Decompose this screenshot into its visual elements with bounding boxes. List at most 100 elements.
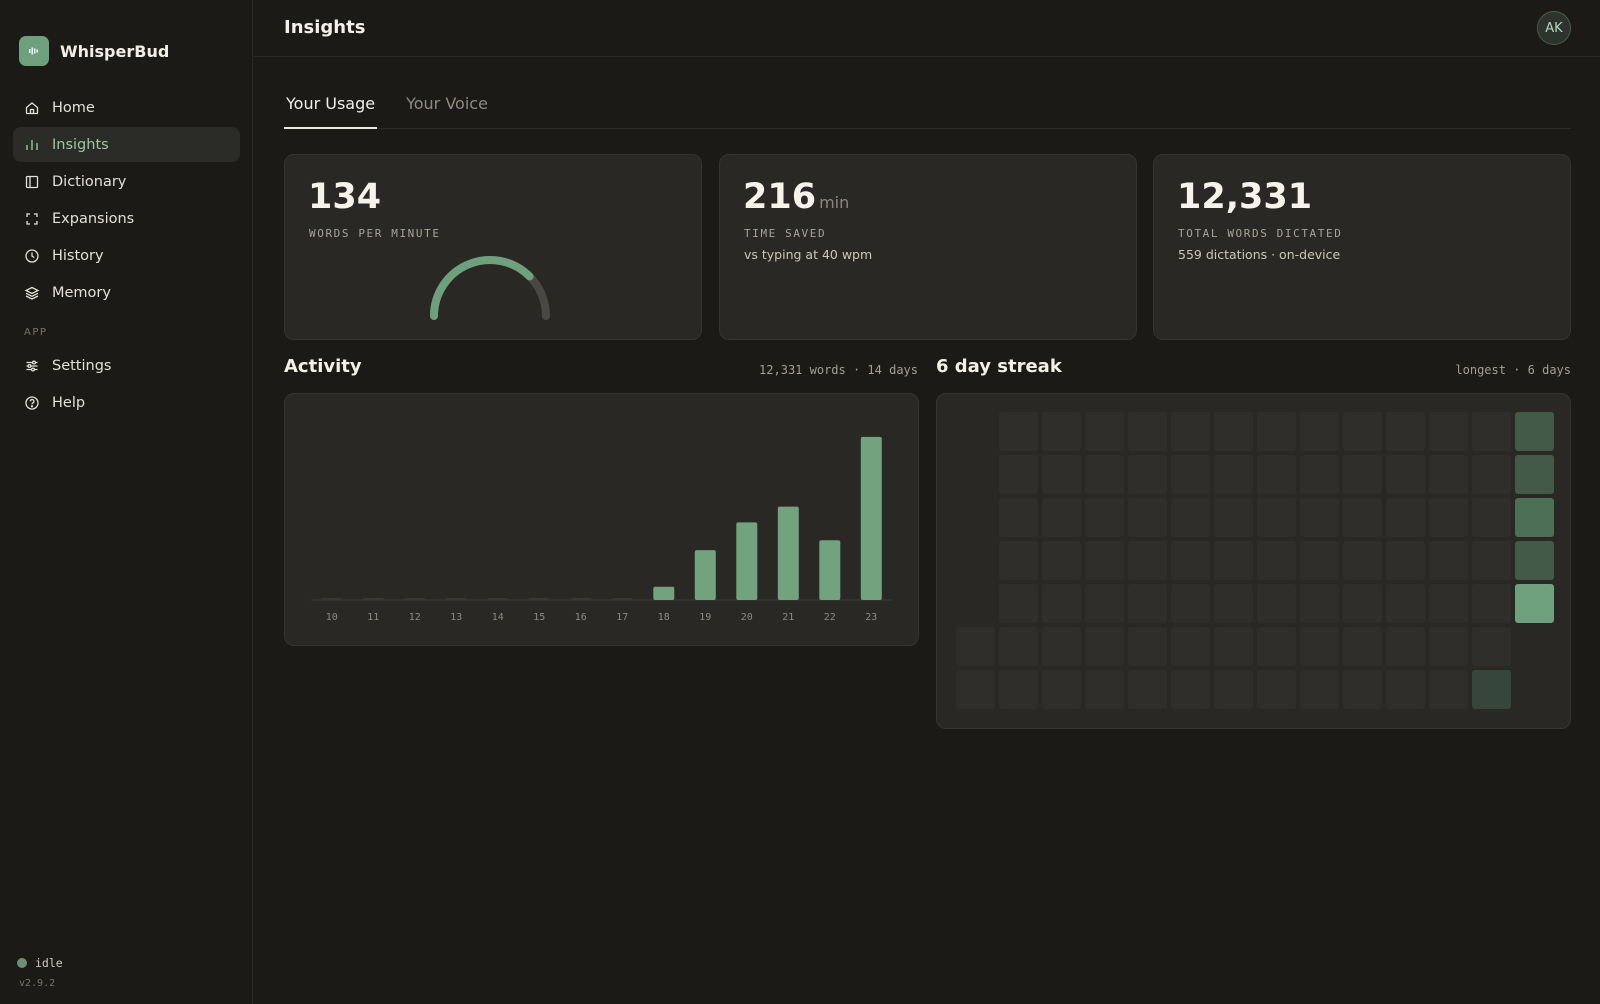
heatmap-cell[interactable]	[1085, 498, 1124, 537]
avatar[interactable]: AK	[1537, 11, 1571, 45]
tab-your-voice[interactable]: Your Voice	[406, 94, 488, 113]
heatmap-cell[interactable]	[1300, 412, 1339, 451]
heatmap-cell[interactable]	[1085, 412, 1124, 451]
heatmap-cell[interactable]	[1214, 541, 1253, 580]
heatmap-cell[interactable]	[1042, 498, 1081, 537]
heatmap-cell[interactable]	[1429, 670, 1468, 709]
heatmap-cell[interactable]	[999, 412, 1038, 451]
heatmap-cell[interactable]	[999, 670, 1038, 709]
heatmap-cell[interactable]	[999, 498, 1038, 537]
heatmap-cell[interactable]	[1386, 498, 1425, 537]
activity-bar[interactable]	[694, 550, 716, 600]
heatmap-cell[interactable]	[1128, 670, 1167, 709]
heatmap-cell[interactable]	[1128, 455, 1167, 494]
heatmap-cell[interactable]	[1386, 455, 1425, 494]
heatmap-cell[interactable]	[1214, 498, 1253, 537]
heatmap-cell[interactable]	[1171, 670, 1210, 709]
heatmap-cell[interactable]	[1085, 670, 1124, 709]
heatmap-cell[interactable]	[1472, 541, 1511, 580]
heatmap-cell[interactable]	[1386, 670, 1425, 709]
heatmap-cell[interactable]	[1343, 670, 1382, 709]
activity-bar[interactable]	[528, 598, 550, 600]
heatmap-cell[interactable]	[1343, 498, 1382, 537]
heatmap-cell[interactable]	[1214, 627, 1253, 666]
heatmap-cell[interactable]	[1515, 412, 1554, 451]
heatmap-cell[interactable]	[999, 627, 1038, 666]
heatmap-cell[interactable]	[1128, 584, 1167, 623]
heatmap-cell[interactable]	[1472, 455, 1511, 494]
sidebar-item-help[interactable]: Help	[13, 385, 240, 420]
heatmap-cell[interactable]	[1429, 627, 1468, 666]
heatmap-cell[interactable]	[1429, 584, 1468, 623]
heatmap-cell[interactable]	[1429, 498, 1468, 537]
heatmap-cell[interactable]	[1042, 627, 1081, 666]
heatmap-cell[interactable]	[1429, 412, 1468, 451]
heatmap-cell[interactable]	[1300, 584, 1339, 623]
activity-bar[interactable]	[487, 598, 509, 600]
heatmap-cell[interactable]	[1128, 498, 1167, 537]
heatmap-cell[interactable]	[1472, 584, 1511, 623]
sidebar-item-dictionary[interactable]: Dictionary	[13, 164, 240, 199]
heatmap-cell[interactable]	[1472, 412, 1511, 451]
activity-bar[interactable]	[321, 598, 343, 600]
heatmap-cell[interactable]	[1042, 584, 1081, 623]
heatmap-cell[interactable]	[1042, 412, 1081, 451]
heatmap-cell[interactable]	[1343, 412, 1382, 451]
activity-bar[interactable]	[819, 540, 841, 600]
heatmap-cell[interactable]	[1214, 412, 1253, 451]
heatmap-cell[interactable]	[956, 627, 995, 666]
heatmap-cell[interactable]	[1171, 541, 1210, 580]
heatmap-cell[interactable]	[1515, 541, 1554, 580]
heatmap-cell[interactable]	[1128, 412, 1167, 451]
activity-bar[interactable]	[860, 436, 882, 600]
activity-bar[interactable]	[777, 506, 799, 600]
heatmap-cell[interactable]	[1171, 584, 1210, 623]
heatmap-cell[interactable]	[1472, 670, 1511, 709]
heatmap-cell[interactable]	[1085, 455, 1124, 494]
tab-your-usage[interactable]: Your Usage	[284, 88, 378, 129]
heatmap-cell[interactable]	[1472, 627, 1511, 666]
activity-bar[interactable]	[611, 598, 633, 600]
heatmap-cell[interactable]	[1257, 670, 1296, 709]
heatmap-cell[interactable]	[1128, 541, 1167, 580]
sidebar-item-memory[interactable]: Memory	[13, 275, 240, 310]
heatmap-cell[interactable]	[1171, 412, 1210, 451]
heatmap-cell[interactable]	[999, 455, 1038, 494]
heatmap-cell[interactable]	[1042, 541, 1081, 580]
heatmap-cell[interactable]	[1300, 670, 1339, 709]
heatmap-cell[interactable]	[1300, 498, 1339, 537]
heatmap-cell[interactable]	[1515, 498, 1554, 537]
heatmap-cell[interactable]	[956, 670, 995, 709]
activity-bar[interactable]	[445, 598, 467, 600]
heatmap-cell[interactable]	[1386, 541, 1425, 580]
heatmap-cell[interactable]	[1128, 627, 1167, 666]
activity-bar[interactable]	[404, 598, 426, 600]
heatmap-cell[interactable]	[1429, 455, 1468, 494]
activity-bar[interactable]	[736, 522, 758, 600]
sidebar-item-home[interactable]: Home	[13, 90, 240, 125]
sidebar-item-insights[interactable]: Insights	[13, 127, 240, 162]
heatmap-cell[interactable]	[1085, 584, 1124, 623]
heatmap-cell[interactable]	[1257, 498, 1296, 537]
heatmap-cell[interactable]	[1214, 584, 1253, 623]
activity-bar[interactable]	[570, 598, 592, 600]
heatmap-cell[interactable]	[1343, 584, 1382, 623]
heatmap-cell[interactable]	[1257, 412, 1296, 451]
heatmap-cell[interactable]	[1257, 455, 1296, 494]
sidebar-item-history[interactable]: History	[13, 238, 240, 273]
heatmap-cell[interactable]	[1042, 455, 1081, 494]
heatmap-cell[interactable]	[1429, 541, 1468, 580]
heatmap-cell[interactable]	[1214, 670, 1253, 709]
heatmap-cell[interactable]	[999, 541, 1038, 580]
heatmap-cell[interactable]	[1171, 627, 1210, 666]
heatmap-cell[interactable]	[1343, 541, 1382, 580]
heatmap-cell[interactable]	[1042, 670, 1081, 709]
heatmap-cell[interactable]	[1300, 627, 1339, 666]
heatmap-cell[interactable]	[1257, 627, 1296, 666]
heatmap-cell[interactable]	[1257, 584, 1296, 623]
heatmap-cell[interactable]	[1386, 412, 1425, 451]
heatmap-cell[interactable]	[1300, 541, 1339, 580]
heatmap-cell[interactable]	[1171, 455, 1210, 494]
heatmap-cell[interactable]	[1257, 541, 1296, 580]
heatmap-cell[interactable]	[1386, 584, 1425, 623]
